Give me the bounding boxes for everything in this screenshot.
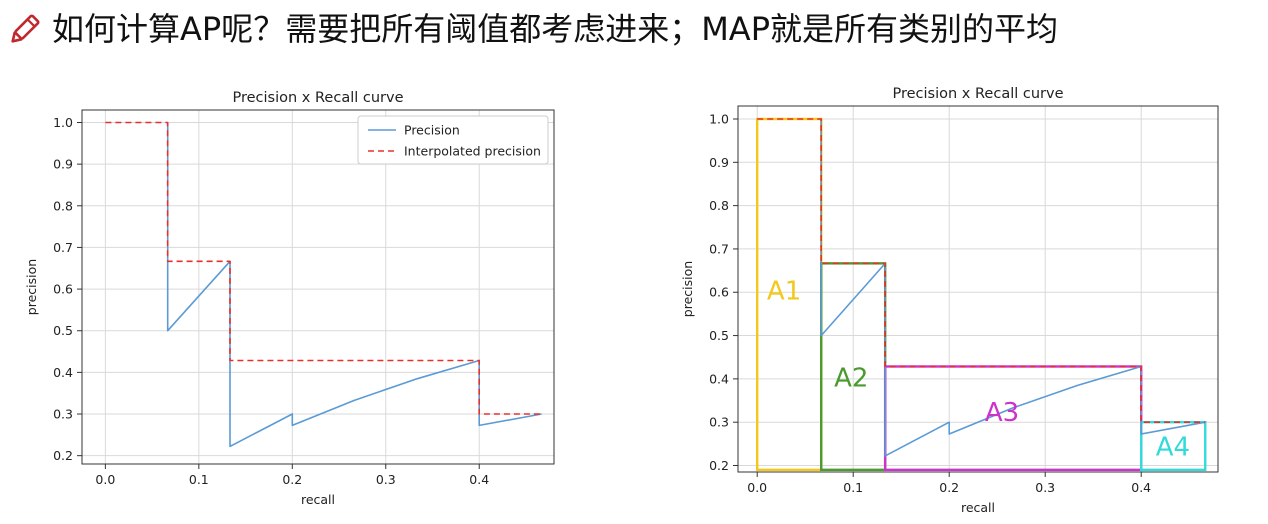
plot-area xyxy=(738,106,1218,472)
x-tick-label: 0.2 xyxy=(282,472,302,487)
x-tick-label: 0.3 xyxy=(1035,480,1055,495)
y-tick-label: 0.5 xyxy=(53,323,73,338)
chart-title: Precision x Recall curve xyxy=(233,90,404,106)
y-tick-label: 0.4 xyxy=(53,365,73,380)
y-tick-label: 0.5 xyxy=(709,328,729,343)
x-tick-label: 0.4 xyxy=(1131,480,1151,495)
y-tick-label: 0.9 xyxy=(709,155,729,170)
x-tick-label: 0.0 xyxy=(95,472,115,487)
area-label-a3: A3 xyxy=(985,398,1019,428)
interpolated-precision-line xyxy=(757,118,1206,424)
pencil-icon xyxy=(11,14,40,43)
y-tick-label: 1.0 xyxy=(53,115,73,130)
y-tick-label: 0.2 xyxy=(53,448,73,463)
y-tick-label: 0.7 xyxy=(53,240,73,255)
area-label-a2: A2 xyxy=(834,363,868,393)
y-tick-label: 0.3 xyxy=(709,415,729,430)
y-tick-label: 0.6 xyxy=(709,285,729,300)
slide-title: 如何计算AP呢？需要把所有阈值都考虑进来；MAP就是所有类别的平均 xyxy=(52,10,1058,48)
x-axis-label: recall xyxy=(301,492,335,507)
chart-left: 0.0 0.1 0.2 0.3 0.4 0.2 0.3 0.4 0.5 0.6 0.7 0.8 0.9 1… xyxy=(24,90,555,507)
area-label-a1: A1 xyxy=(767,277,801,307)
slide-header: 如何计算AP呢？需要把所有阈值都考虑进来；MAP就是所有类别的平均 xyxy=(0,0,1268,70)
y-tick-label: 1.0 xyxy=(709,111,729,126)
legend-label: Interpolated precision xyxy=(404,144,541,159)
x-tick-label: 0.0 xyxy=(747,480,767,495)
y-tick-label: 0.8 xyxy=(53,198,73,213)
legend-label: Precision xyxy=(404,123,460,138)
x-tick-label: 0.4 xyxy=(469,472,489,487)
y-axis-label: precision xyxy=(24,259,39,315)
axes-frame xyxy=(81,109,555,465)
x-axis-label: recall xyxy=(961,500,995,515)
y-tick-label: 0.2 xyxy=(709,458,729,473)
y-tick-label: 0.9 xyxy=(53,157,73,172)
x-tick-label: 0.1 xyxy=(843,480,863,495)
y-axis-label: precision xyxy=(680,261,695,317)
interpolated-precision-line xyxy=(105,121,542,415)
plot-area xyxy=(82,110,554,464)
y-tick-label: 0.7 xyxy=(709,241,729,256)
area-label-a4: A4 xyxy=(1156,433,1190,463)
x-tick-label: 0.3 xyxy=(376,472,396,487)
x-tick-label: 0.2 xyxy=(939,480,959,495)
y-tick-label: 0.3 xyxy=(53,407,73,422)
axes-frame xyxy=(737,105,1219,473)
y-tick-label: 0.8 xyxy=(709,198,729,213)
area-rect-a4 xyxy=(1140,420,1207,472)
y-tick-label: 0.6 xyxy=(53,282,73,297)
chart-right: A1 A2 A3 A4 0.0 0.1 0.2 0.3 0.4 0.2 0.3 0.4 0.5 0.6 0.… xyxy=(680,86,1219,515)
legend-box xyxy=(357,115,549,165)
x-tick-label: 0.1 xyxy=(189,472,209,487)
chart-title: Precision x Recall curve xyxy=(893,86,1064,102)
y-tick-label: 0.4 xyxy=(709,371,729,386)
